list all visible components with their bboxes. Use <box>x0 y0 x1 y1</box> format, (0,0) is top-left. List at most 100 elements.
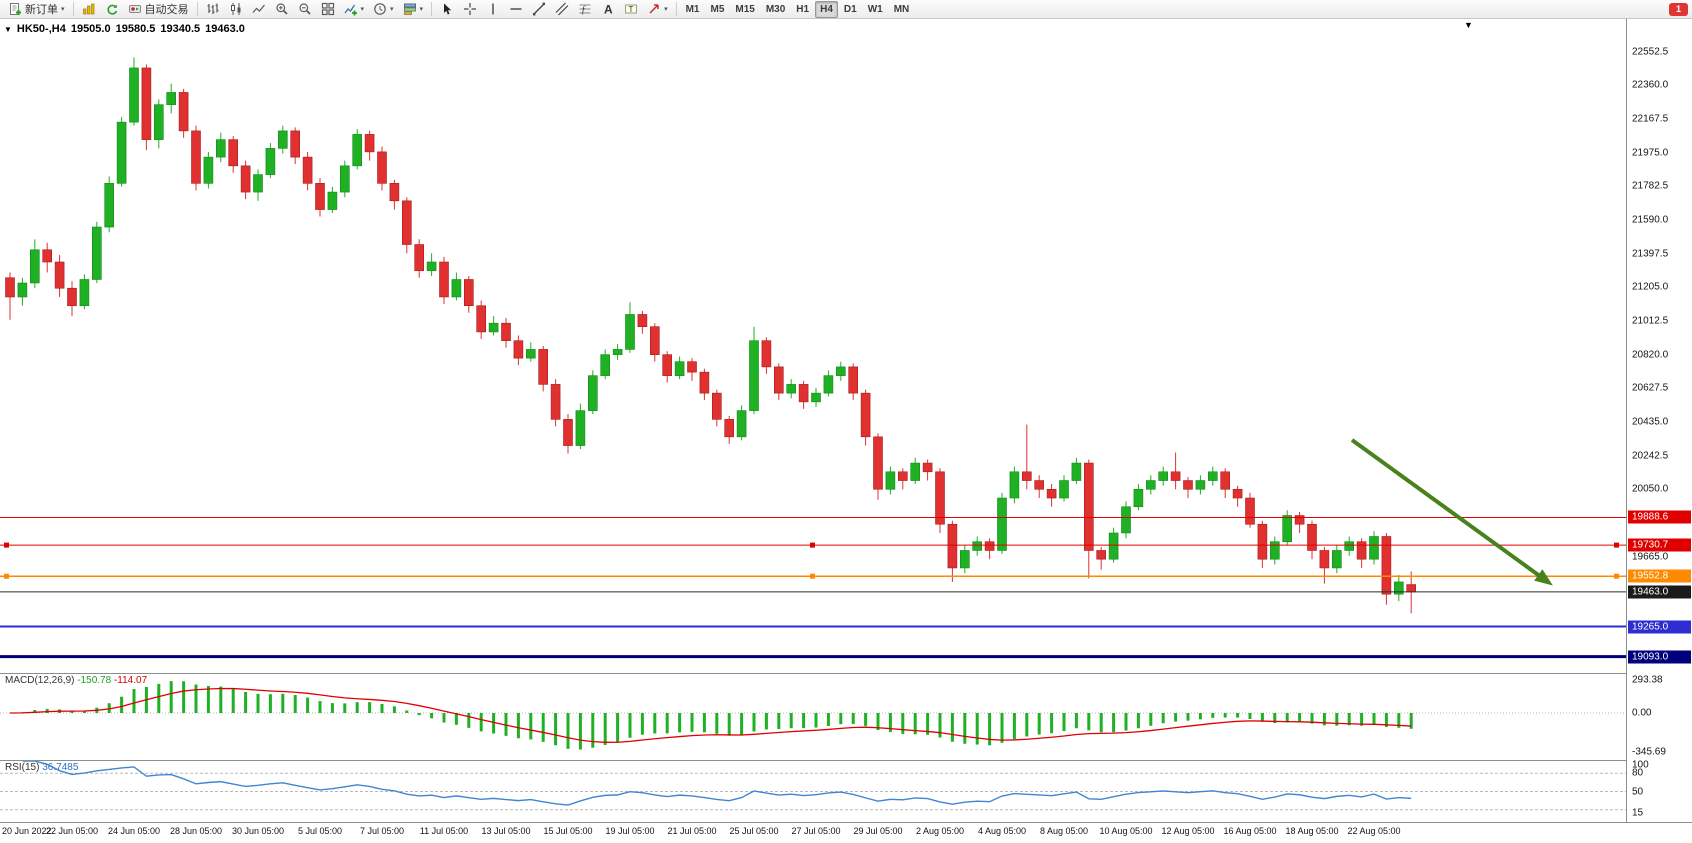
time-label: 29 Jul 05:00 <box>853 826 903 836</box>
price-chart[interactable] <box>0 19 1626 673</box>
refresh-button[interactable] <box>101 0 123 19</box>
chart-close: 19463.0 <box>205 23 245 35</box>
templates-button[interactable]: ▾ <box>399 0 428 19</box>
new-order-dropdown-icon[interactable]: ▾ <box>61 5 65 13</box>
notifications-badge[interactable]: 1 <box>1669 2 1688 16</box>
rsi-label: RSI(15) 36.7485 <box>5 762 78 773</box>
chart-symbol-period: HK50-,H4 <box>16 23 66 35</box>
hline-handle[interactable] <box>4 542 9 548</box>
timeframe-h4-button[interactable]: H4 <box>815 0 838 18</box>
hline-handle[interactable] <box>1614 542 1619 548</box>
line-button[interactable] <box>248 0 270 19</box>
macd-pane[interactable] <box>0 673 1626 760</box>
candles <box>5 57 1416 614</box>
fibonacci-button[interactable]: f <box>574 0 596 19</box>
arrows-dropdown-icon[interactable]: ▾ <box>664 5 668 13</box>
new-order-icon <box>8 2 22 16</box>
rsi-axis-tick: 15 <box>1632 807 1644 819</box>
timeframe-m30-button[interactable]: M30 <box>765 3 786 15</box>
svg-text:T: T <box>629 5 634 14</box>
time-label: 11 Jul 05:00 <box>419 826 469 836</box>
new-order-button[interactable]: 新订单 ▾ <box>4 0 69 19</box>
time-label: 20 Jun 2022 <box>2 826 52 836</box>
toolbar-separator <box>675 2 677 16</box>
trend-arrow-annotation[interactable] <box>1350 438 1553 586</box>
price-tick: 20627.5 <box>1632 382 1669 394</box>
trendline-icon <box>532 2 546 16</box>
macd-axis-tick: 0.00 <box>1632 707 1652 719</box>
price-tag-19265.0[interactable]: 19265.0 <box>1628 620 1691 634</box>
one-click-trading-toggle[interactable]: ▼ <box>4 24 12 34</box>
charts-button[interactable] <box>78 0 100 19</box>
periods-dropdown-icon[interactable]: ▾ <box>390 5 394 13</box>
chart-title: ▼ HK50-,H4 19505.0 19580.5 19340.5 19463… <box>4 23 245 35</box>
zoom-out-icon <box>298 2 312 16</box>
zoom-out-button[interactable] <box>294 0 316 19</box>
tile-windows-button[interactable] <box>317 0 339 19</box>
cursor-button[interactable] <box>436 0 458 19</box>
time-label: 5 Jul 05:00 <box>297 826 343 836</box>
periods-button[interactable]: ▾ <box>369 0 398 19</box>
price-tick: 20242.5 <box>1632 450 1669 462</box>
channel-button[interactable] <box>551 0 573 19</box>
toolbar-separator <box>196 2 198 16</box>
timeframe-w1-button[interactable]: W1 <box>867 3 883 15</box>
bars-button[interactable] <box>202 0 224 19</box>
price-tick: 20820.0 <box>1632 349 1669 361</box>
time-label: 16 Aug 05:00 <box>1223 826 1277 836</box>
timeframe-m15-button[interactable]: M15 <box>735 3 755 15</box>
price-tick: 22167.5 <box>1632 113 1669 125</box>
price-tick: 22552.5 <box>1632 46 1669 58</box>
cursor-icon <box>440 2 454 16</box>
text-button[interactable]: A <box>597 0 619 19</box>
timeframe-mn-button[interactable]: MN <box>893 3 910 15</box>
text-label-button[interactable]: T <box>620 0 642 19</box>
chart-shift-marker[interactable]: ▼ <box>1464 20 1473 30</box>
price-tag-19093.0[interactable]: 19093.0 <box>1628 650 1691 664</box>
hline-handle[interactable] <box>810 542 815 548</box>
price-tag-19552.8[interactable]: 19552.8 <box>1628 569 1691 583</box>
price-tick: 21205.0 <box>1632 281 1669 293</box>
crosshair-icon <box>463 2 477 16</box>
hline-handle[interactable] <box>810 573 815 579</box>
chart-area[interactable]: ▼ HK50-,H4 19505.0 19580.5 19340.5 19463… <box>0 19 1692 843</box>
horizontal-line-button[interactable] <box>505 0 527 19</box>
time-label: 28 Jun 05:00 <box>169 826 223 836</box>
timeframe-h1-button[interactable]: H1 <box>796 3 810 15</box>
price-tag-19463.0[interactable]: 19463.0 <box>1628 585 1691 599</box>
rsi-name: RSI(15) <box>5 762 40 773</box>
time-label: 15 Jul 05:00 <box>543 826 593 836</box>
toolbar-separator <box>72 2 74 16</box>
refresh-icon <box>105 2 119 16</box>
vertical-line-button[interactable] <box>482 0 504 19</box>
price-tag-19730.7[interactable]: 19730.7 <box>1628 538 1691 552</box>
time-axis[interactable]: 20 Jun 2022 22 Jun 05:00 24 Jun 05:00 28 Ju… <box>0 822 1692 843</box>
rsi-pane[interactable] <box>0 760 1626 822</box>
indicators-dropdown-icon[interactable]: ▾ <box>360 5 365 13</box>
price-axis[interactable]: 22552.5 22360.0 22167.5 21975.0 21782.5 21590… <box>1626 19 1692 822</box>
tile-windows-icon <box>321 2 335 16</box>
indicators-button[interactable]: ▾ <box>340 0 369 19</box>
hline-handle[interactable] <box>4 573 9 579</box>
hline-handle[interactable] <box>1614 573 1619 579</box>
arrows-button[interactable]: ▾ <box>643 0 672 19</box>
timeframe-m5-button[interactable]: M5 <box>710 3 725 15</box>
zoom-in-button[interactable] <box>271 0 293 19</box>
price-tick: 19665.0 <box>1632 551 1669 563</box>
svg-text:A: A <box>604 3 613 17</box>
timeframe-d1-button[interactable]: D1 <box>843 3 857 15</box>
macd-signal-value: -114.07 <box>113 675 148 686</box>
trendline-button[interactable] <box>528 0 550 19</box>
candles-button[interactable] <box>225 0 247 19</box>
candles-icon <box>229 2 243 16</box>
rsi-value: 36.7485 <box>42 762 79 773</box>
chart-high: 19580.5 <box>115 23 156 35</box>
price-tick: 21397.5 <box>1632 248 1669 260</box>
timeframe-m1-button[interactable]: M1 <box>685 3 700 15</box>
charts-icon <box>82 2 96 16</box>
crosshair-button[interactable] <box>459 0 481 19</box>
autotrading-button[interactable]: 自动交易 <box>124 0 193 19</box>
price-tag-19888.6[interactable]: 19888.6 <box>1628 510 1691 524</box>
zoom-in-icon <box>275 2 289 16</box>
templates-dropdown-icon[interactable]: ▾ <box>419 5 424 13</box>
